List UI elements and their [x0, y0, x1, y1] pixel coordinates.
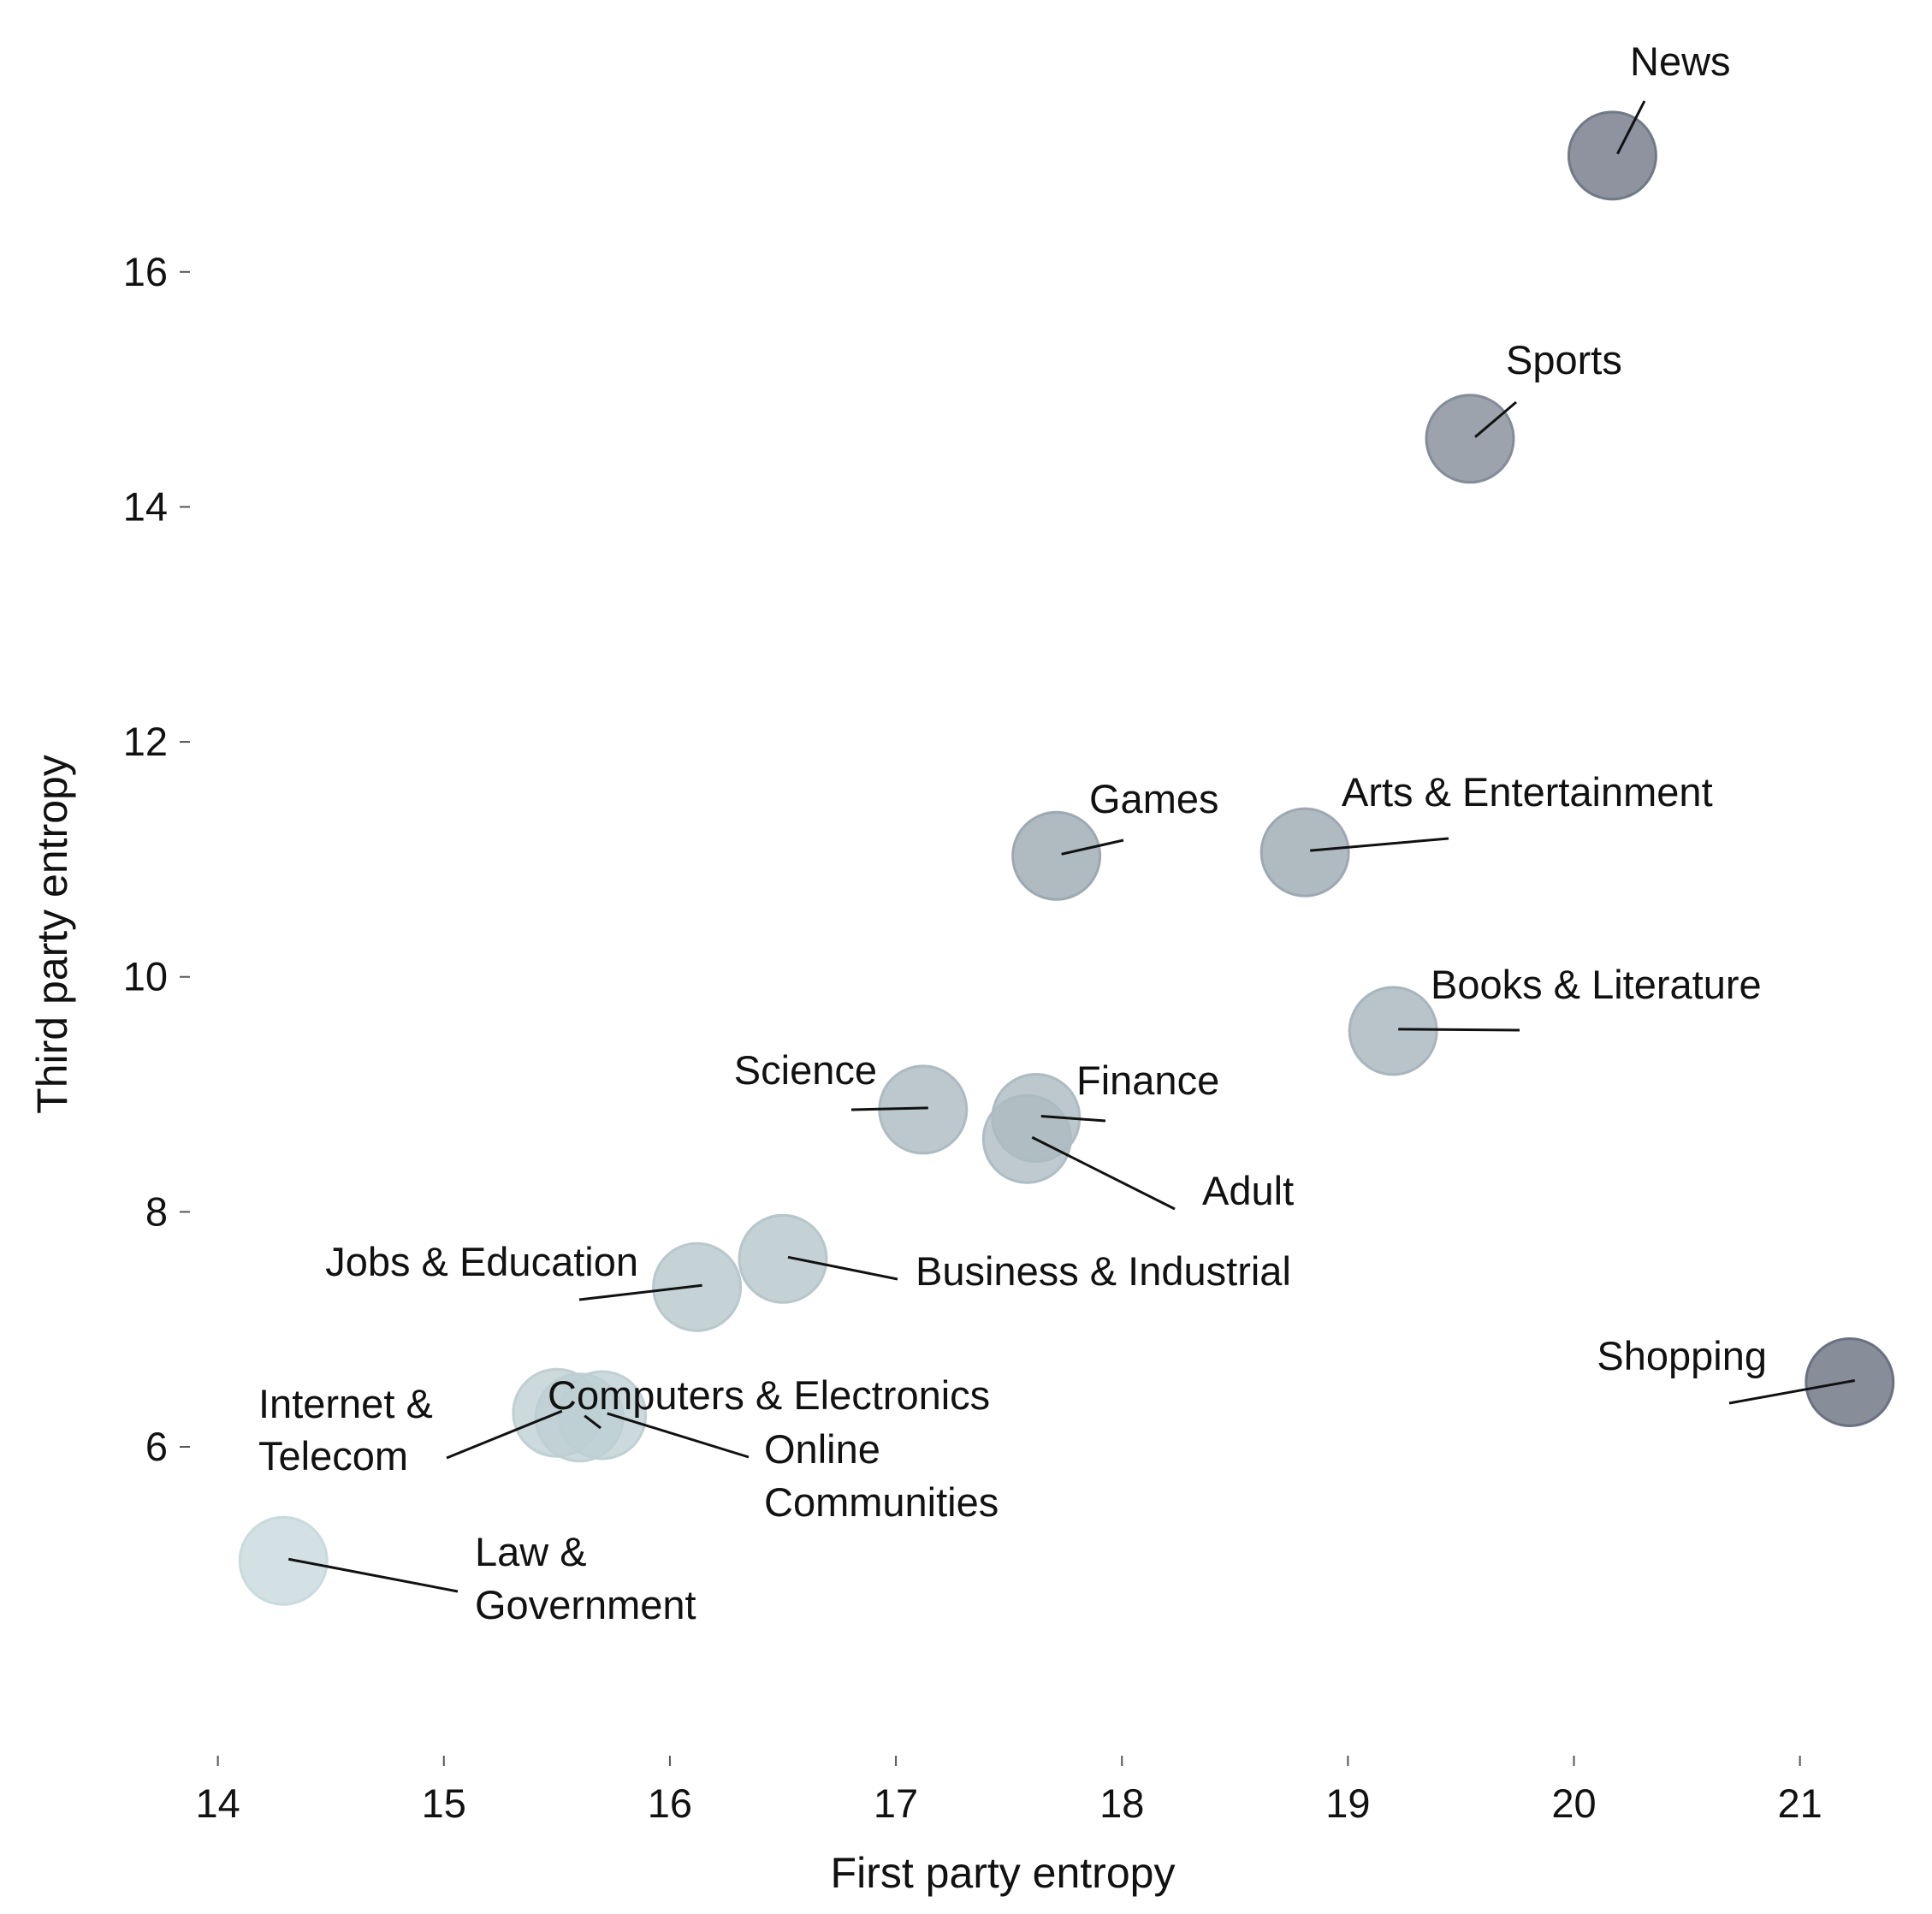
- x-tick-label: 20: [1551, 1781, 1596, 1826]
- leader-online-communities: [607, 1412, 750, 1459]
- point-label-games: Games: [1089, 776, 1219, 821]
- y-axis: 6 8 10 12 14 16: [123, 249, 190, 1469]
- leader-business-and-industrial: [787, 1255, 898, 1281]
- leader-games: [1061, 838, 1124, 856]
- leader-shopping: [1728, 1379, 1856, 1405]
- leader-lines: [287, 100, 1856, 1593]
- point-label-internet-and-telecom: Internet & Telecom: [258, 1381, 433, 1478]
- leader-internet-and-telecom: [446, 1409, 563, 1460]
- point-label-shopping: Shopping: [1597, 1333, 1767, 1378]
- leader-science: [850, 1106, 928, 1111]
- point-label-news: News: [1630, 39, 1731, 84]
- point-labels: News Sports Games Arts & Entertainment Books…: [258, 39, 1767, 1627]
- leader-jobs-and-education: [578, 1283, 702, 1301]
- point-label-sports: Sports: [1506, 337, 1622, 382]
- leader-books-and-literature: [1398, 1028, 1520, 1032]
- point-label-online-communities: Online Communities: [764, 1426, 999, 1525]
- bubble-sports: [1425, 394, 1515, 484]
- leader-computers-and-electronics: [584, 1414, 602, 1430]
- y-axis-title: Third party entropy: [28, 755, 76, 1114]
- bubble-games: [1011, 810, 1102, 901]
- leader-adult: [1031, 1135, 1176, 1211]
- bubble-online-communities: [557, 1370, 648, 1461]
- y-tick-label: 14: [123, 483, 168, 529]
- leader-news: [1616, 100, 1646, 155]
- point-label-arts-and-entertainment: Arts & Entertainment: [1342, 769, 1713, 815]
- point-label-finance: Finance: [1076, 1058, 1219, 1103]
- x-tick-label: 16: [648, 1781, 692, 1826]
- x-axis: 14 15 16 17 18 19 20 21: [195, 1756, 1822, 1826]
- leader-arts-and-entertainment: [1310, 837, 1449, 852]
- x-tick-label: 21: [1778, 1781, 1822, 1826]
- bubble-adult: [981, 1093, 1072, 1184]
- leader-law-and-government: [287, 1557, 459, 1593]
- bubble-books-and-literature: [1348, 986, 1438, 1076]
- point-label-books-and-literature: Books & Literature: [1431, 962, 1762, 1007]
- bubble-news: [1567, 110, 1657, 201]
- x-tick-label: 18: [1099, 1781, 1144, 1826]
- bubble-law-and-government: [238, 1515, 329, 1606]
- point-label-computers-and-electronics: Computers & Electronics: [548, 1372, 990, 1418]
- x-tick-label: 14: [195, 1781, 240, 1826]
- point-label-science: Science: [734, 1047, 877, 1093]
- y-tick-label: 8: [145, 1188, 168, 1234]
- point-label-law-and-government: Law & Government: [475, 1529, 696, 1627]
- y-tick-label: 10: [123, 954, 168, 999]
- x-tick-label: 15: [422, 1781, 466, 1826]
- leader-finance: [1040, 1115, 1106, 1123]
- bubbles: [238, 110, 1895, 1606]
- x-tick-label: 17: [874, 1781, 918, 1826]
- leader-sports: [1474, 400, 1517, 438]
- point-label-business-and-industrial: Business & Industrial: [916, 1248, 1291, 1294]
- point-label-jobs-and-education: Jobs & Education: [325, 1239, 638, 1284]
- bubble-business-and-industrial: [738, 1213, 828, 1304]
- y-tick-label: 6: [145, 1424, 168, 1469]
- x-axis-title: First party entropy: [831, 1849, 1176, 1897]
- y-tick-label: 16: [123, 249, 168, 294]
- y-tick-label: 12: [123, 719, 168, 764]
- x-tick-label: 19: [1325, 1781, 1370, 1826]
- point-label-adult: Adult: [1202, 1168, 1294, 1213]
- bubble-arts-and-entertainment: [1259, 807, 1350, 898]
